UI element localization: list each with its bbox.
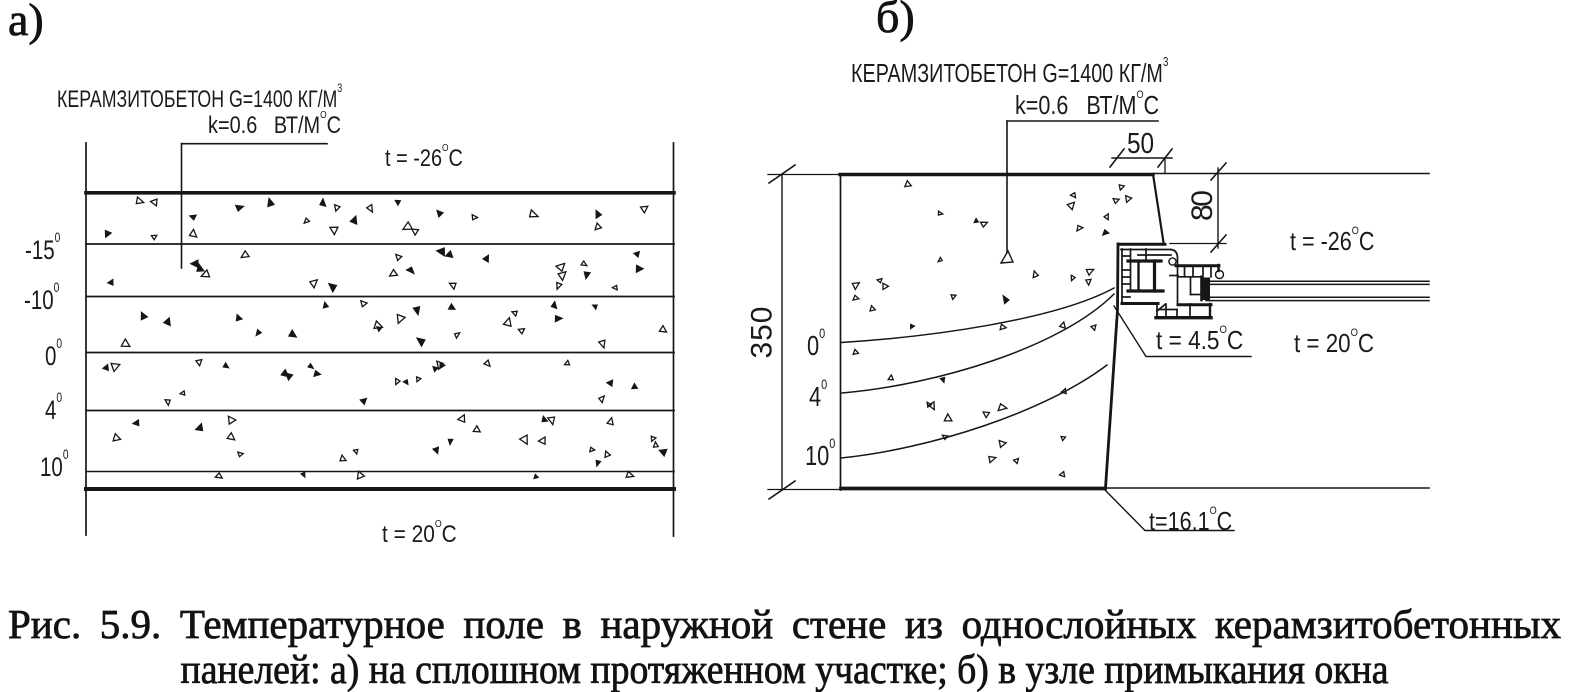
- svg-text:350: 350: [746, 307, 779, 359]
- svg-text:80: 80: [1186, 190, 1219, 221]
